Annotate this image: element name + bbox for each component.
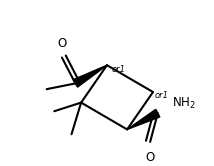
Polygon shape [127,109,160,129]
Text: or1: or1 [112,65,126,74]
Text: NH$_2$: NH$_2$ [172,96,196,111]
Polygon shape [73,65,107,87]
Text: O: O [57,37,67,50]
Text: or1: or1 [155,91,169,100]
Text: O: O [146,152,155,165]
